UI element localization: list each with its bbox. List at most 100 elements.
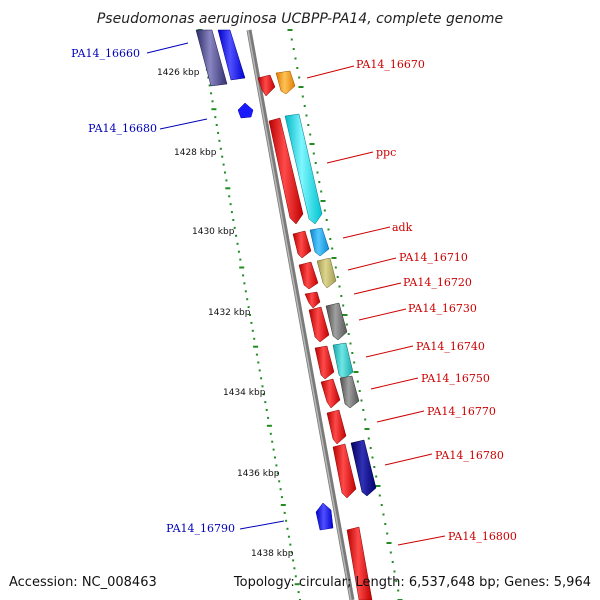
cds-PA14_16750[interactable] [320,378,341,409]
ruler-tick [279,488,282,491]
ruler-tick [239,258,242,261]
feature-PA14_16680[interactable] [237,102,254,119]
label-PA14_16710[interactable]: PA14_16710 [399,251,468,264]
ruler-tick [230,211,233,214]
cds-PA14_16730[interactable] [308,306,330,343]
ruler-tick [257,361,260,364]
cog-ppc[interactable] [284,113,323,225]
callout-lines [146,42,446,546]
cog-PA14_16740[interactable] [332,342,354,380]
ruler-tick [261,385,264,388]
cds-adk[interactable] [292,230,312,259]
ruler-tick [236,242,239,245]
ruler-tick [229,203,232,206]
ruler-tick [289,543,292,546]
ruler-tick [303,105,306,107]
ruler-label-1438: 1438 kbp [251,549,294,559]
ruler-track [197,29,301,600]
cds-PA14_16740[interactable] [314,345,335,380]
ruler-tick [242,274,245,277]
ruler-tick [207,76,210,79]
ruler-tick [211,108,217,111]
ruler-tick [275,464,278,467]
ruler-tick [269,432,272,435]
ruler-tick [351,352,354,354]
ruler-tick [239,266,245,269]
ruler-tick [225,179,228,182]
ruler-tick [340,295,343,297]
ruler-tick [260,377,263,380]
ruler-tick [292,559,295,562]
ruler-tick [258,369,261,372]
ruler-tick [364,428,370,430]
ruler-tick [301,95,304,98]
map-title: Pseudomonas aeruginosa UCBPP-PA14, compl… [97,11,503,27]
ruler-tick [246,298,249,301]
ruler-tick [325,219,328,221]
cds-PA14_16770[interactable] [326,409,347,445]
cog-PA14_16670[interactable] [275,70,296,95]
label-PA14_16790[interactable]: PA14_16790 [166,522,235,535]
ruler-tick [360,399,363,402]
ruler-tick [384,523,387,525]
label-PA14_16780[interactable]: PA14_16780 [435,449,504,462]
ruler-tick [309,143,315,145]
label-PA14_16750[interactable]: PA14_16750 [421,372,490,385]
cds-ppc[interactable] [268,117,304,225]
ruler-tick [380,504,383,506]
ruler-tick [338,285,341,288]
cog-PA14_16750[interactable] [339,375,360,409]
cds-PA14_16780[interactable] [332,443,357,499]
ruler-tick [307,124,310,126]
label-PA14_16670[interactable]: PA14_16670 [356,58,425,71]
ruler-tick [215,124,218,126]
feature-PA14_16790[interactable] [315,502,334,531]
ruler-tick [353,371,359,373]
ruler-tick [228,195,231,198]
cog-PA14_16710[interactable] [316,257,337,289]
ruler-tick [243,282,246,285]
ruler-tick [274,456,276,459]
ruler-tick [249,314,251,316]
ruler-tick [264,401,267,404]
ruler-tick [285,519,288,522]
ruler-tick [397,589,400,592]
label-PA14_16800[interactable]: PA14_16800 [448,530,517,543]
ruler-tick [294,57,297,60]
feature-PA14_16660-blue[interactable] [217,29,246,81]
label-adk[interactable]: adk [392,221,413,234]
ruler-tick [287,535,290,538]
label-PA14_16730[interactable]: PA14_16730 [408,302,477,315]
ruler-tick [386,542,392,544]
cog-adk[interactable] [309,227,330,257]
ruler-tick [219,147,222,150]
ruler-tick [386,532,389,535]
label-PA14_16680[interactable]: PA14_16680 [88,122,157,135]
ruler-label-1434: 1434 kbp [223,388,266,398]
ruler-tick [283,511,286,514]
cds-PA14_16670[interactable] [257,74,276,97]
ruler-tick [255,353,258,356]
ruler-tick [314,162,317,164]
label-PA14_16740[interactable]: PA14_16740 [416,340,485,353]
ruler-tick [356,380,359,383]
ruler-tick [329,238,332,240]
cds-PA14_16720[interactable] [304,291,321,309]
ruler-tick [358,390,361,392]
ruler-tick [362,409,365,411]
cog-PA14_16730[interactable] [325,302,348,341]
label-PA14_16720[interactable]: PA14_16720 [403,276,472,289]
label-PA14_16770[interactable]: PA14_16770 [427,405,496,418]
ruler-tick [323,209,326,212]
ruler-tick [320,200,326,202]
label-PA14_16660[interactable]: PA14_16660 [71,47,140,60]
ruler-tick [389,551,392,554]
feature-PA14_16660[interactable] [195,29,228,87]
label-ppc[interactable]: ppc [376,146,396,159]
cds-PA14_16800[interactable] [346,526,373,600]
cds-PA14_16710[interactable] [298,261,319,290]
ruler-tick [371,456,374,459]
cog-PA14_16780[interactable] [350,439,377,497]
ruler-tick [342,314,348,316]
